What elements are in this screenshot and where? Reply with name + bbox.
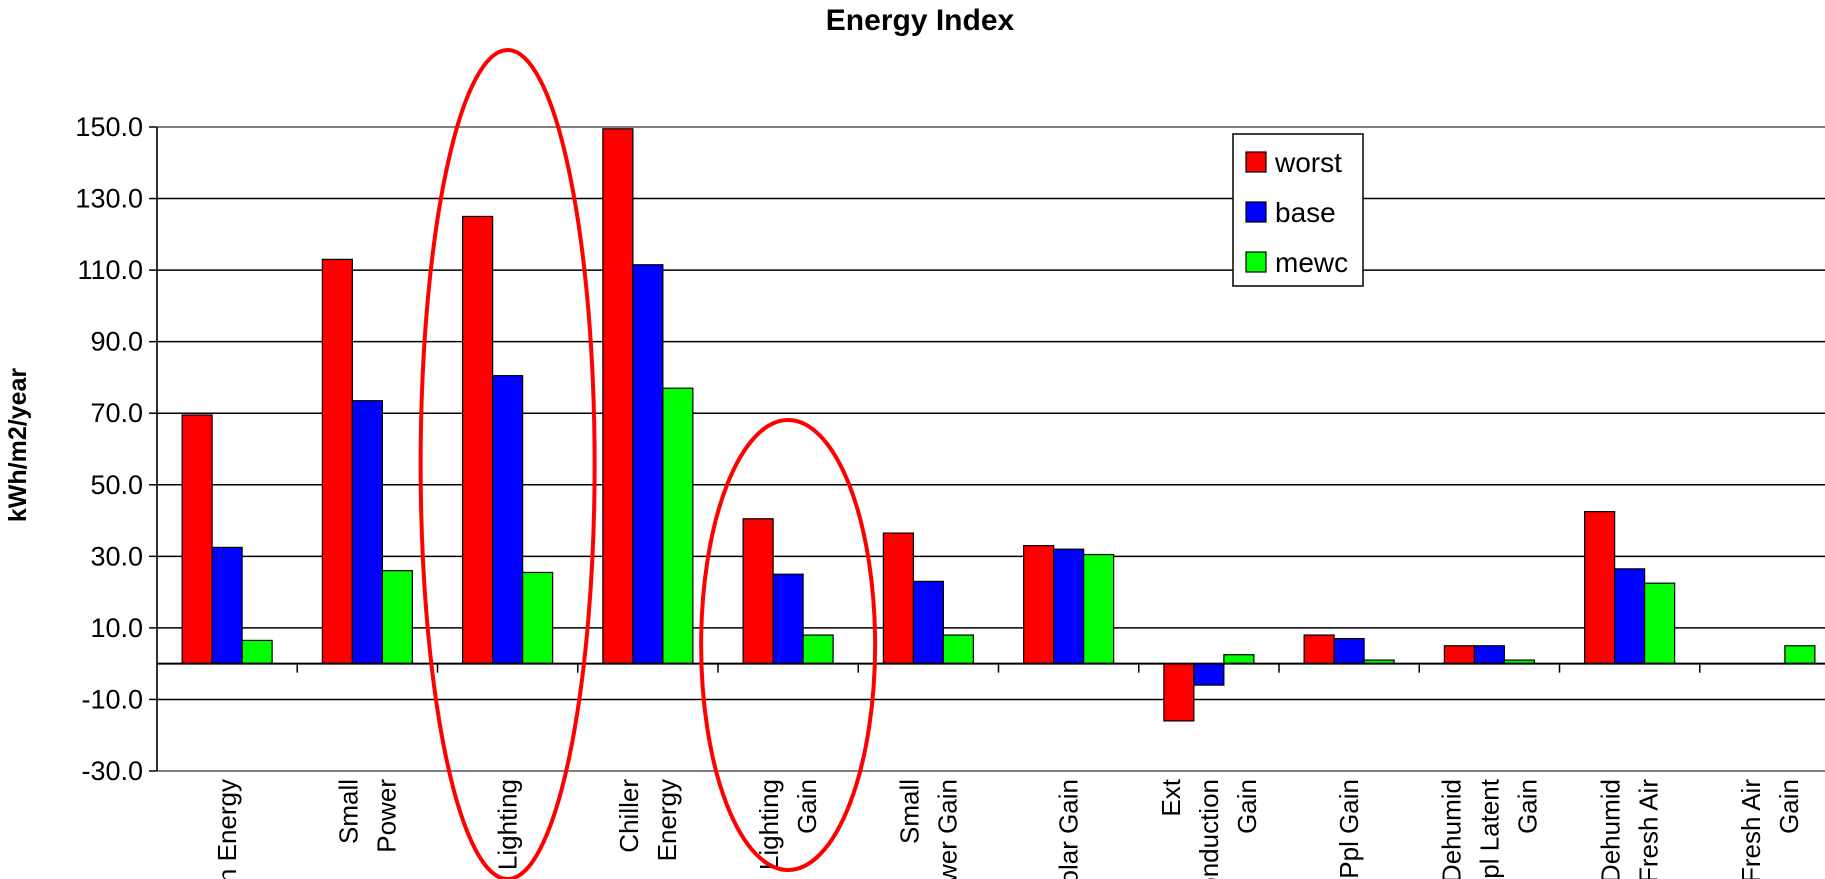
legend: worst base mewc <box>1232 133 1364 287</box>
bar-mewc-6 <box>1083 553 1115 665</box>
category-label-9: Dehumid Ppl Latent Gain <box>1436 778 1542 879</box>
y-tick-label: 10.0 <box>90 613 143 643</box>
bar-base-9 <box>1473 645 1505 665</box>
category-label-1: Small Power <box>333 779 401 853</box>
y-tick-label: 50.0 <box>90 470 143 500</box>
category-label-line: Chiller <box>614 779 644 853</box>
category-label-line: Small <box>894 779 924 844</box>
category-label-3: Chiller Energy <box>614 779 682 862</box>
category-label-line: Ext <box>1156 778 1186 816</box>
highlight-ellipses <box>418 48 878 879</box>
category-label-8: Ppl Gain <box>1334 779 1364 879</box>
bar-base-2 <box>492 375 524 665</box>
bar-worst-6 <box>1023 544 1055 665</box>
category-label-line: Fan Energy <box>212 779 242 879</box>
bar-worst-0 <box>181 414 213 665</box>
legend-swatch-mewc <box>1245 251 1267 273</box>
y-tick-label: 110.0 <box>77 255 143 285</box>
bar-worst-9 <box>1443 645 1475 665</box>
plot-area-border <box>156 126 1825 772</box>
bar-mewc-5 <box>942 634 974 665</box>
highlight-ellipse-1 <box>699 418 878 872</box>
y-tick-label: -30.0 <box>81 756 143 786</box>
y-axis-label: kWh/m2/year <box>4 368 32 523</box>
bar-mewc-4 <box>802 634 834 665</box>
y-tick-label: -10.0 <box>81 684 143 714</box>
highlight-ellipse-0 <box>418 48 597 879</box>
bar-mewc-2 <box>522 571 554 665</box>
category-label-11: Fresh Air Gain <box>1736 779 1804 879</box>
bar-mewc-10 <box>1644 582 1676 665</box>
bar-base-4 <box>772 573 804 665</box>
chart-title: Energy Index <box>826 4 1015 37</box>
y-tick-label: 130.0 <box>75 184 143 214</box>
bar-worst-4 <box>742 518 774 665</box>
category-label-4: Lighting Gain <box>754 779 822 870</box>
category-label-line: Energy <box>652 779 682 861</box>
bar-base-10 <box>1614 568 1646 665</box>
category-label-5: Small Power Gain <box>894 779 962 879</box>
axes <box>149 126 1825 772</box>
category-label-10: Dehumid Fresh Air <box>1596 779 1664 879</box>
category-label-line: Fresh Air <box>1736 779 1766 879</box>
legend-label-mewc: mewc <box>1275 247 1348 278</box>
y-tick-label: 30.0 <box>90 541 143 571</box>
grid-lines <box>157 126 1825 772</box>
bar-mewc-0 <box>241 639 273 665</box>
bar-mewc-11 <box>1784 645 1816 665</box>
y-tick-labels: 150.0 130.0 110.0 90.0 70.0 50.0 30.0 10.0 -10.0… <box>75 112 143 786</box>
bar-base-3 <box>632 264 664 665</box>
bar-mewc-3 <box>662 387 694 665</box>
category-label-line: Gain <box>1512 779 1542 834</box>
category-label-line: Gain <box>1232 779 1262 834</box>
bar-base-1 <box>351 400 383 665</box>
category-label-7: Ext Conduction Gain <box>1156 778 1262 879</box>
y-tick-label: 90.0 <box>90 327 143 357</box>
legend-swatch-worst <box>1245 151 1267 173</box>
legend-label-worst: worst <box>1274 147 1342 178</box>
category-label-line: Gain <box>792 779 822 834</box>
bar-worst-5 <box>882 532 914 665</box>
category-label-line: Lighting <box>493 779 523 870</box>
category-label-line: Conduction <box>1194 779 1224 879</box>
bar-worst-8 <box>1303 634 1335 665</box>
legend-label-base: base <box>1275 197 1336 228</box>
category-label-line: Gain <box>1774 779 1804 834</box>
category-label-line: Power Gain <box>932 779 962 879</box>
legend-swatch-base <box>1245 201 1267 223</box>
category-label-line: Ppl Gain <box>1334 779 1364 879</box>
bar-base-6 <box>1053 548 1085 665</box>
category-label-line: Dehumid <box>1436 779 1466 879</box>
category-label-line: Dehumid <box>1596 779 1626 879</box>
y-tick-label: 150.0 <box>75 112 143 142</box>
bar-worst-3 <box>602 128 634 665</box>
y-tick-label: 70.0 <box>90 398 143 428</box>
category-label-0: Fan Energy <box>212 779 242 879</box>
bar-worst-7 <box>1163 663 1195 722</box>
bar-base-5 <box>912 580 944 665</box>
category-label-line: Ppl Latent <box>1474 778 1504 879</box>
category-label-2: Lighting <box>493 779 523 870</box>
bar-worst-2 <box>462 215 494 665</box>
bar-mewc-7 <box>1223 654 1255 665</box>
bar-base-8 <box>1333 638 1365 665</box>
category-label-6: Solar Gain <box>1054 779 1084 879</box>
bar-base-0 <box>211 546 243 665</box>
category-label-line: Power <box>371 779 401 853</box>
x-category-labels: Fan Energy Small Power Lighting Chiller Energ… <box>212 778 1804 879</box>
bar-base-7 <box>1193 663 1225 686</box>
bar-worst-1 <box>321 258 353 665</box>
category-label-line: Fresh Air <box>1634 779 1664 879</box>
bar-worst-10 <box>1584 511 1616 665</box>
category-label-line: Small <box>333 779 363 844</box>
category-label-line: Solar Gain <box>1054 779 1084 879</box>
bar-mewc-1 <box>381 570 413 665</box>
